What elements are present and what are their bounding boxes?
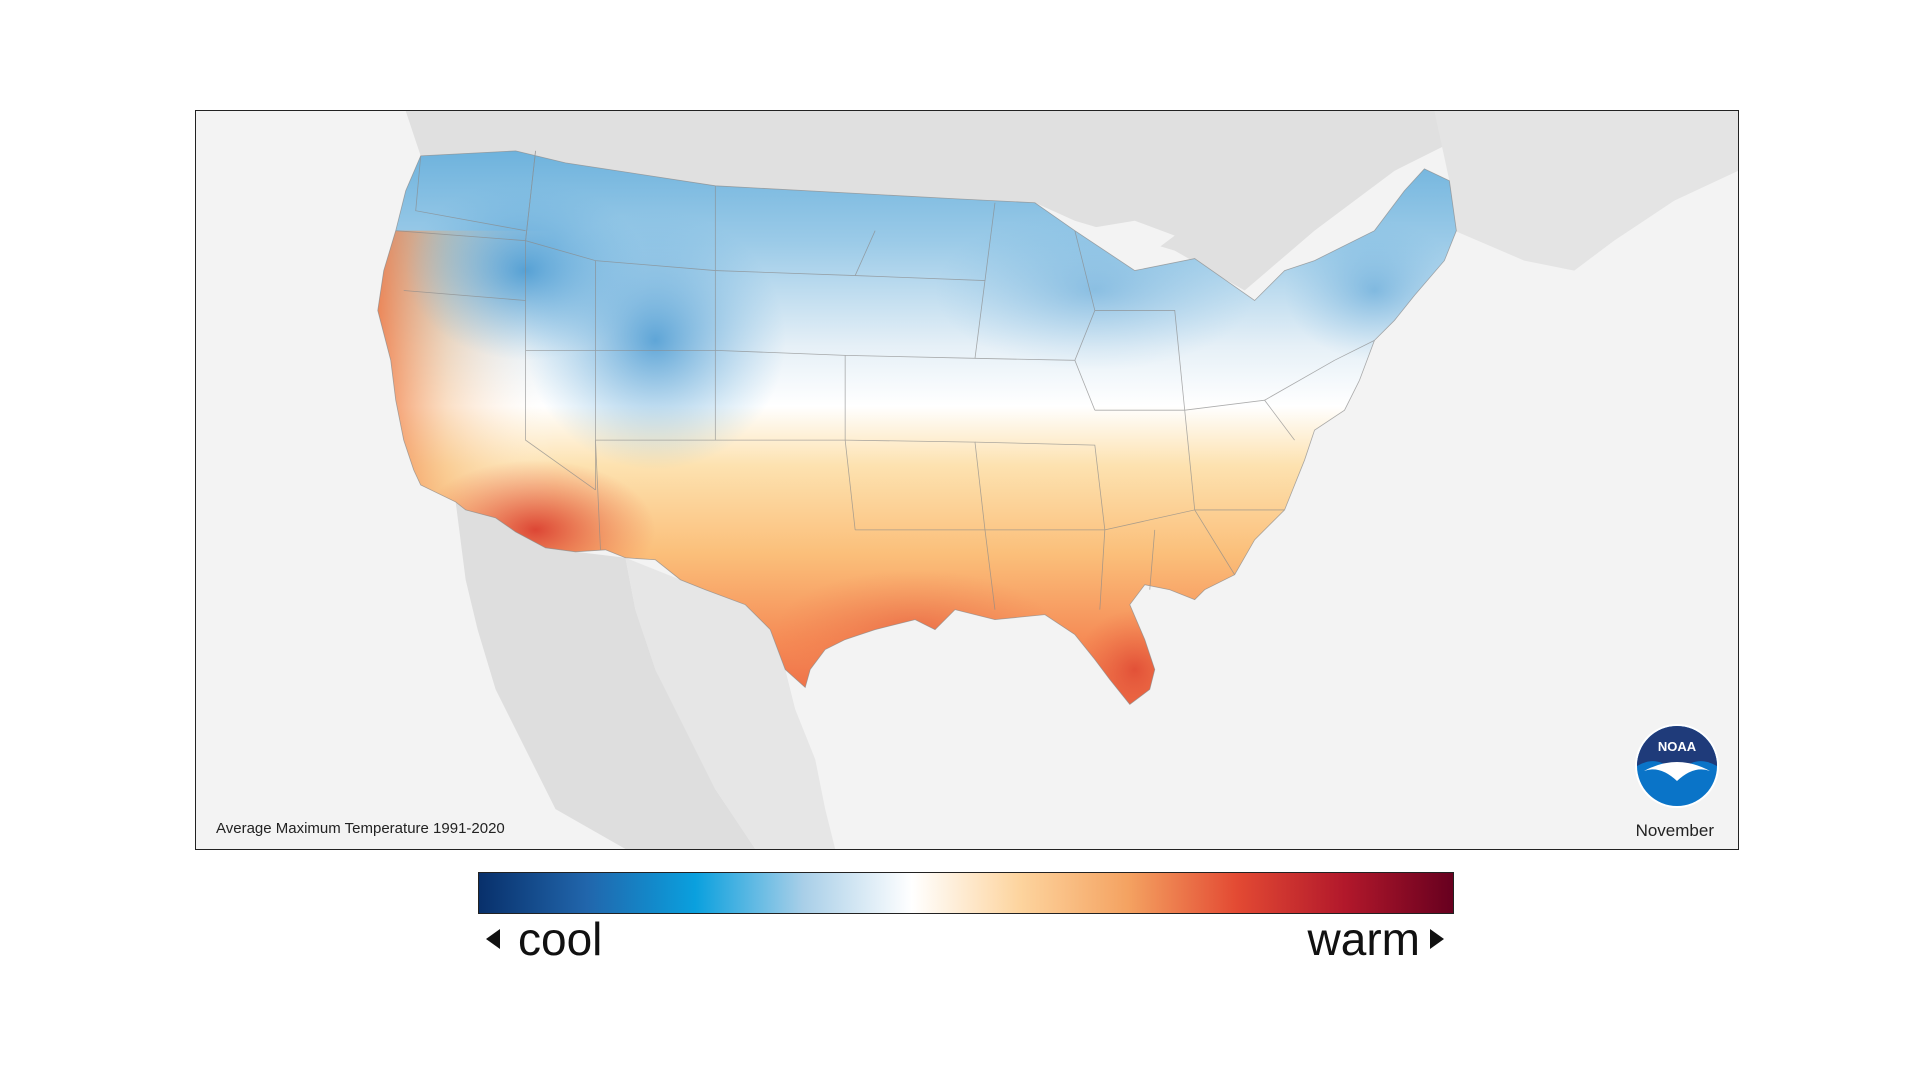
cool-text: cool: [518, 913, 603, 965]
right-arrow-icon: [1430, 929, 1444, 949]
map-panel: NOAA Average Maximum Temperature 1991-20…: [195, 110, 1739, 850]
warm-label: warm: [1308, 912, 1444, 966]
month-label: November: [1635, 821, 1714, 840]
temperature-color-scale: [478, 872, 1454, 914]
cool-label: cool: [486, 912, 602, 966]
warm-text: warm: [1307, 913, 1420, 965]
state-boundaries: [377, 150, 1457, 705]
map-caption: Average Maximum Temperature 1991-2020: [216, 820, 505, 837]
temperature-map: [377, 111, 1738, 849]
left-arrow-icon: [486, 929, 500, 949]
noaa-logo: NOAA: [1635, 724, 1719, 808]
svg-text:NOAA: NOAA: [1658, 739, 1697, 754]
